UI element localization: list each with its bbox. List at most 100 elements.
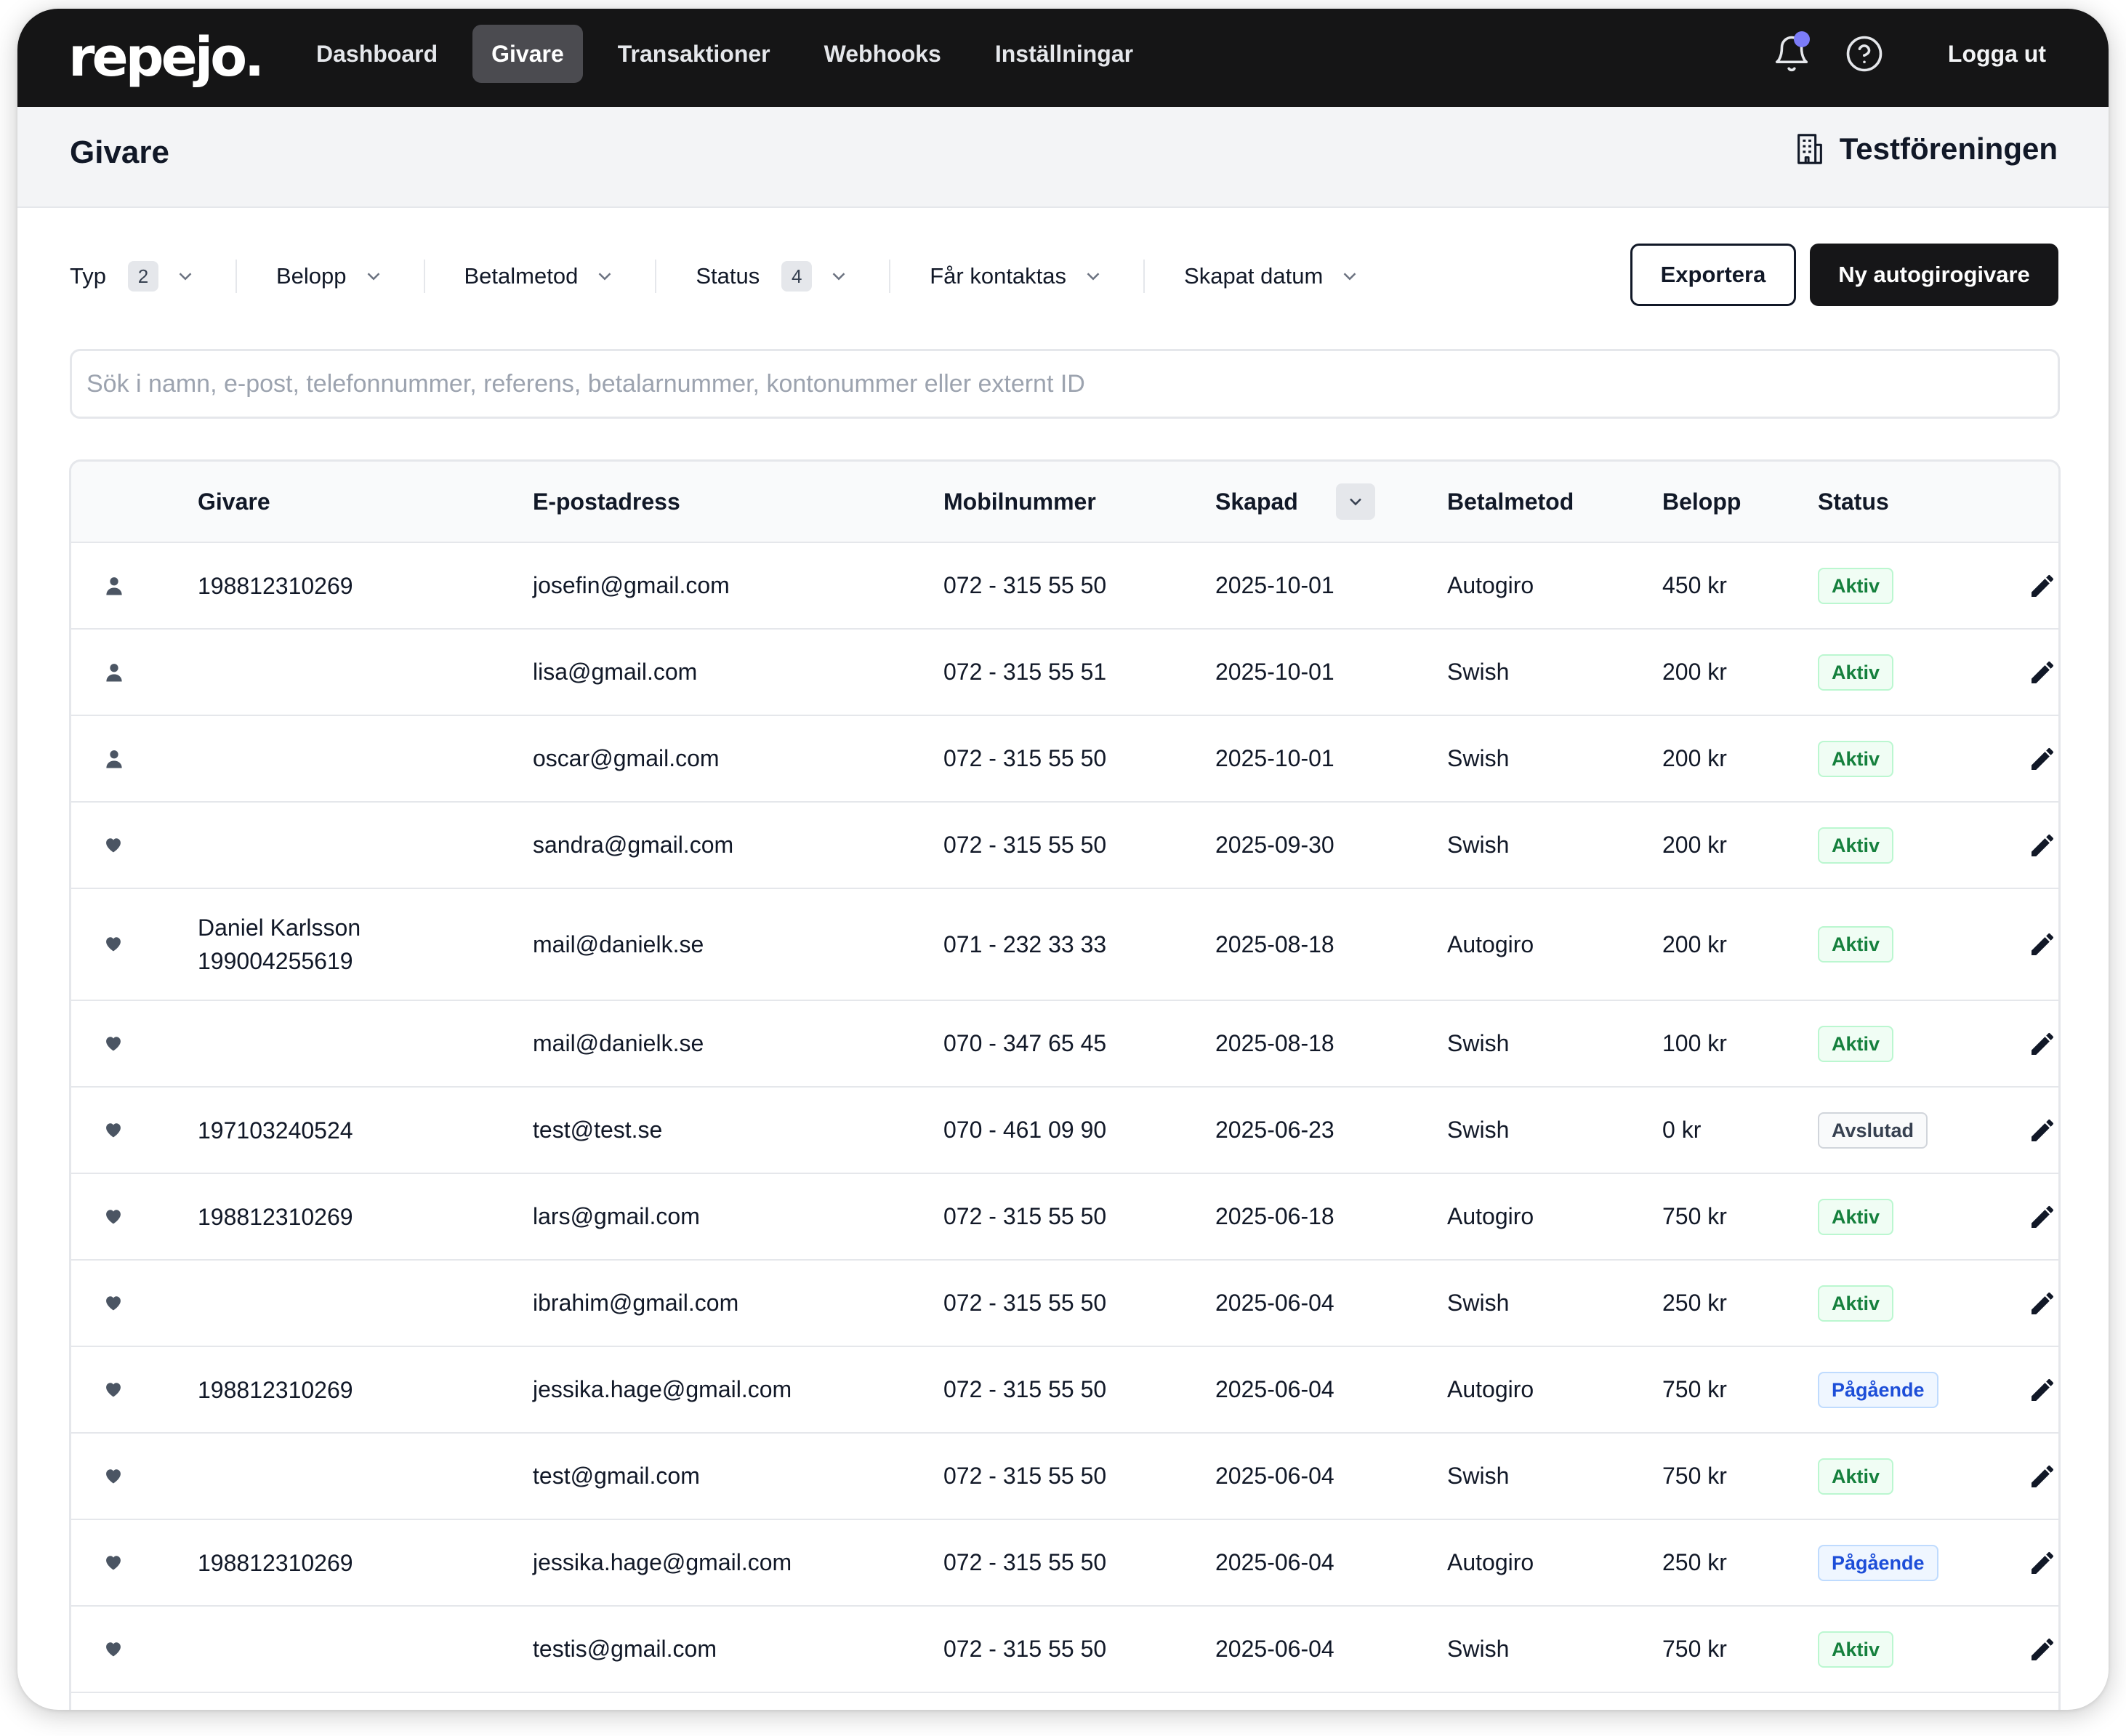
cell-method: Swish xyxy=(1447,659,1510,685)
pencil-icon[interactable] xyxy=(2028,930,2057,959)
filter-status[interactable]: Status 4 xyxy=(696,261,850,292)
donor-id: 198812310269 xyxy=(198,1376,353,1403)
brand-logo[interactable]: repejo. xyxy=(68,26,265,89)
cell-email: josefin@gmail.com xyxy=(533,572,730,598)
pencil-icon[interactable] xyxy=(2028,1202,2057,1231)
column-header-status[interactable]: Status xyxy=(1818,489,1889,515)
cell-method: Swish xyxy=(1447,745,1510,771)
cell-email: mail@danielk.se xyxy=(533,1030,704,1056)
nav-item-installningar[interactable]: Inställningar xyxy=(994,41,1134,67)
table-row[interactable]: Daniel Karlsson 199004255619 mail@danielk.… xyxy=(71,889,2058,1001)
table-row[interactable]: 198812310269 jessika.hage@gmail.com 072 - … xyxy=(71,1347,2058,1434)
pencil-icon[interactable] xyxy=(2028,1116,2057,1145)
table-row[interactable]: ibrahim@gmail.com 072 - 315 55 50 2025-06-… xyxy=(71,1261,2058,1347)
table-row[interactable]: sandra@gmail.com 072 - 315 55 50 2025-09-3… xyxy=(71,803,2058,889)
cell-status: Pågående xyxy=(1818,1520,1938,1605)
cell-status: Aktiv xyxy=(1818,630,1894,715)
cell-method: Autogiro xyxy=(1447,572,1534,598)
cell-mobile: 072 - 315 55 50 xyxy=(943,745,1107,771)
heart-icon xyxy=(103,1379,125,1401)
cell-status: Pågående xyxy=(1818,1347,1938,1432)
cell-status: Avslutad xyxy=(1818,1088,1928,1173)
filter-typ[interactable]: Typ 2 xyxy=(70,261,196,292)
pencil-icon[interactable] xyxy=(2028,571,2057,600)
column-header-givare[interactable]: Givare xyxy=(198,489,270,515)
column-header-method[interactable]: Betalmetod xyxy=(1447,489,1574,515)
filter-bar: Typ 2 Belopp Betalmetod Status 4 Får kon… xyxy=(70,251,1361,302)
filter-skapat-datum[interactable]: Skapat datum xyxy=(1184,263,1361,289)
table-row[interactable]: 198812310269 lars@gmail.com 072 - 315 55 5… xyxy=(71,1174,2058,1261)
bell-icon[interactable] xyxy=(1772,31,1811,73)
cell-email: test@test.se xyxy=(533,1117,663,1143)
pencil-icon[interactable] xyxy=(2028,1029,2057,1058)
cell-method: Swish xyxy=(1447,1117,1510,1143)
cell-email: lisa@gmail.com xyxy=(533,659,698,685)
filter-far-kontaktas[interactable]: Får kontaktas xyxy=(930,263,1104,289)
cell-method: Autogiro xyxy=(1447,1549,1534,1575)
pencil-icon[interactable] xyxy=(2028,1375,2057,1405)
organization-switcher[interactable]: Testföreningen xyxy=(1793,132,2058,166)
table-header: Givare E-postadress Mobilnummer Skapad B… xyxy=(71,462,2058,543)
cell-status: Aktiv xyxy=(1818,889,1894,1000)
cell-email: lars@gmail.com xyxy=(533,1203,700,1229)
cell-status: Aktiv xyxy=(1818,1001,1894,1086)
logout-button[interactable]: Logga ut xyxy=(1947,40,2046,67)
filter-divider xyxy=(889,260,891,293)
cell-amount: 750 kr xyxy=(1662,1636,1727,1662)
cell-created: 2025-08-18 xyxy=(1215,1030,1334,1056)
column-header-created[interactable]: Skapad xyxy=(1215,489,1298,515)
sort-toggle-button[interactable] xyxy=(1336,483,1375,520)
pencil-icon[interactable] xyxy=(2028,658,2057,687)
cell-givare: Daniel Karlsson 199004255619 xyxy=(198,889,361,1000)
nav-item-dashboard[interactable]: Dashboard xyxy=(316,41,438,67)
filter-count-badge: 4 xyxy=(781,261,813,292)
cell-created: 2025-06-18 xyxy=(1215,1203,1334,1229)
table-row[interactable]: 198812310269 josefin@gmail.com 072 - 315 5… xyxy=(71,543,2058,630)
column-header-mobile[interactable]: Mobilnummer xyxy=(943,489,1096,515)
table-row[interactable]: lisa@gmail.com 072 - 315 55 51 2025-10-01 S… xyxy=(71,630,2058,716)
search-input[interactable] xyxy=(70,349,2060,419)
filter-belopp[interactable]: Belopp xyxy=(276,263,384,289)
table-row[interactable]: 198812310269 jessika.hage@gmail.com 072 - … xyxy=(71,1520,2058,1607)
top-navigation: repejo. Dashboard Givare Transaktioner W… xyxy=(17,9,2109,107)
cell-amount: 750 kr xyxy=(1662,1463,1727,1489)
cell-amount: 200 kr xyxy=(1662,931,1727,957)
new-autogiro-donor-button[interactable]: Ny autogirogivare xyxy=(1810,244,2058,306)
nav-item-transaktioner[interactable]: Transaktioner xyxy=(617,41,770,67)
filter-label: Skapat datum xyxy=(1184,263,1324,289)
pencil-icon[interactable] xyxy=(2028,744,2057,773)
pencil-icon[interactable] xyxy=(2028,1462,2057,1491)
column-header-email[interactable]: E-postadress xyxy=(533,489,680,515)
status-badge: Aktiv xyxy=(1818,1025,1894,1062)
table-row[interactable]: 197103240524 test@test.se 070 - 461 09 90 2… xyxy=(71,1088,2058,1174)
pencil-icon[interactable] xyxy=(2028,1548,2057,1578)
help-icon[interactable] xyxy=(1845,34,1884,73)
table-row[interactable]: oscar@gmail.com 072 - 315 55 50 2025-10-01… xyxy=(71,716,2058,803)
pencil-icon[interactable] xyxy=(2028,1635,2057,1664)
column-header-amount[interactable]: Belopp xyxy=(1662,489,1742,515)
cell-status: Aktiv xyxy=(1818,543,1894,628)
cell-created: 2025-10-01 xyxy=(1215,572,1334,598)
export-button[interactable]: Exportera xyxy=(1630,244,1796,306)
person-icon xyxy=(103,662,125,683)
cell-created: 2025-06-04 xyxy=(1215,1463,1334,1489)
cell-email: testis@gmail.com xyxy=(533,1636,717,1662)
filter-betalmetod[interactable]: Betalmetod xyxy=(464,263,616,289)
cell-method: Swish xyxy=(1447,1290,1510,1316)
cell-status: Aktiv xyxy=(1818,1434,1894,1519)
nav-item-webhooks[interactable]: Webhooks xyxy=(824,41,941,67)
app-window: repejo. Dashboard Givare Transaktioner W… xyxy=(17,9,2109,1710)
table-body: 198812310269 josefin@gmail.com 072 - 315 5… xyxy=(71,543,2058,1693)
nav-item-givare[interactable]: Givare xyxy=(472,25,583,83)
table-row[interactable]: test@gmail.com 072 - 315 55 50 2025-06-04 S… xyxy=(71,1434,2058,1520)
donor-id: 199004255619 xyxy=(198,948,353,974)
table-row[interactable]: mail@danielk.se 070 - 347 65 45 2025-08-18… xyxy=(71,1001,2058,1088)
chevron-down-icon xyxy=(367,273,379,281)
filter-divider xyxy=(655,260,657,293)
cell-mobile: 072 - 315 55 50 xyxy=(943,572,1107,598)
cell-method: Autogiro xyxy=(1447,1376,1534,1402)
pencil-icon[interactable] xyxy=(2028,1289,2057,1318)
table-row[interactable]: testis@gmail.com 072 - 315 55 50 2025-06-0… xyxy=(71,1607,2058,1693)
pencil-icon[interactable] xyxy=(2028,831,2057,860)
cell-created: 2025-06-04 xyxy=(1215,1376,1334,1402)
